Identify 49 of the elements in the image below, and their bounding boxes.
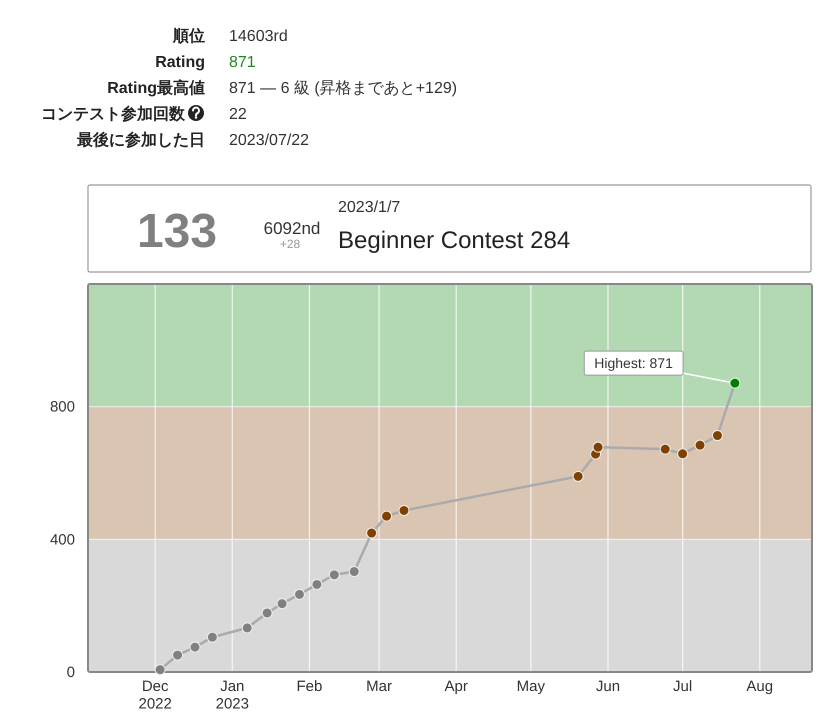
x-tick-label: Dec 2022 (138, 678, 172, 712)
text: 871 — 6 級 (昇格まであと+129) (229, 80, 458, 97)
point (660, 444, 671, 455)
y-tick-label: 800 (50, 398, 75, 416)
text: Beginner Contest 284 (338, 227, 570, 254)
point (694, 440, 706, 451)
x-tick-label: Mar (366, 678, 392, 695)
point (366, 528, 378, 539)
point (311, 578, 322, 590)
text: 最後に参加した日 (76, 131, 205, 149)
x-tick-label: May (516, 678, 546, 695)
y-tick-label: 400 (50, 531, 75, 548)
text: +28 (280, 237, 300, 251)
point (712, 430, 723, 442)
text: 6092nd (264, 219, 320, 238)
text: 133 (136, 205, 218, 258)
text: 871 (229, 54, 256, 71)
text: 2023/07/22 (229, 132, 310, 149)
text: 22 (229, 106, 247, 123)
point (572, 470, 584, 482)
x-tick-label: Apr (444, 678, 468, 695)
x-tick-label: Feb (296, 678, 322, 695)
text: Rating (155, 54, 205, 71)
point (328, 569, 340, 580)
point (242, 622, 253, 634)
point (348, 566, 360, 578)
point (294, 588, 305, 600)
point (154, 664, 166, 676)
point (172, 650, 184, 661)
point (592, 442, 604, 453)
x-tick-label: Jul (673, 678, 692, 695)
x-tick-label: Aug (746, 678, 774, 695)
point (262, 607, 273, 618)
x-tick-label: Jan 2023 (216, 678, 249, 712)
point (677, 448, 688, 460)
text: 順位 (172, 27, 205, 45)
point (381, 510, 392, 522)
point (729, 378, 740, 389)
text: 2023/1/7 (338, 199, 400, 216)
point (189, 642, 200, 653)
text: コンテスト参加回数 (41, 105, 186, 123)
x-tick-label: Jun (596, 678, 620, 695)
y-tick-label: 0 (66, 664, 75, 681)
text: Rating最高値 (107, 78, 205, 97)
annotation: Highest: 871 (594, 355, 674, 372)
text: 14603rd (229, 28, 288, 45)
point (206, 632, 218, 643)
point (398, 505, 410, 516)
point (276, 598, 288, 610)
